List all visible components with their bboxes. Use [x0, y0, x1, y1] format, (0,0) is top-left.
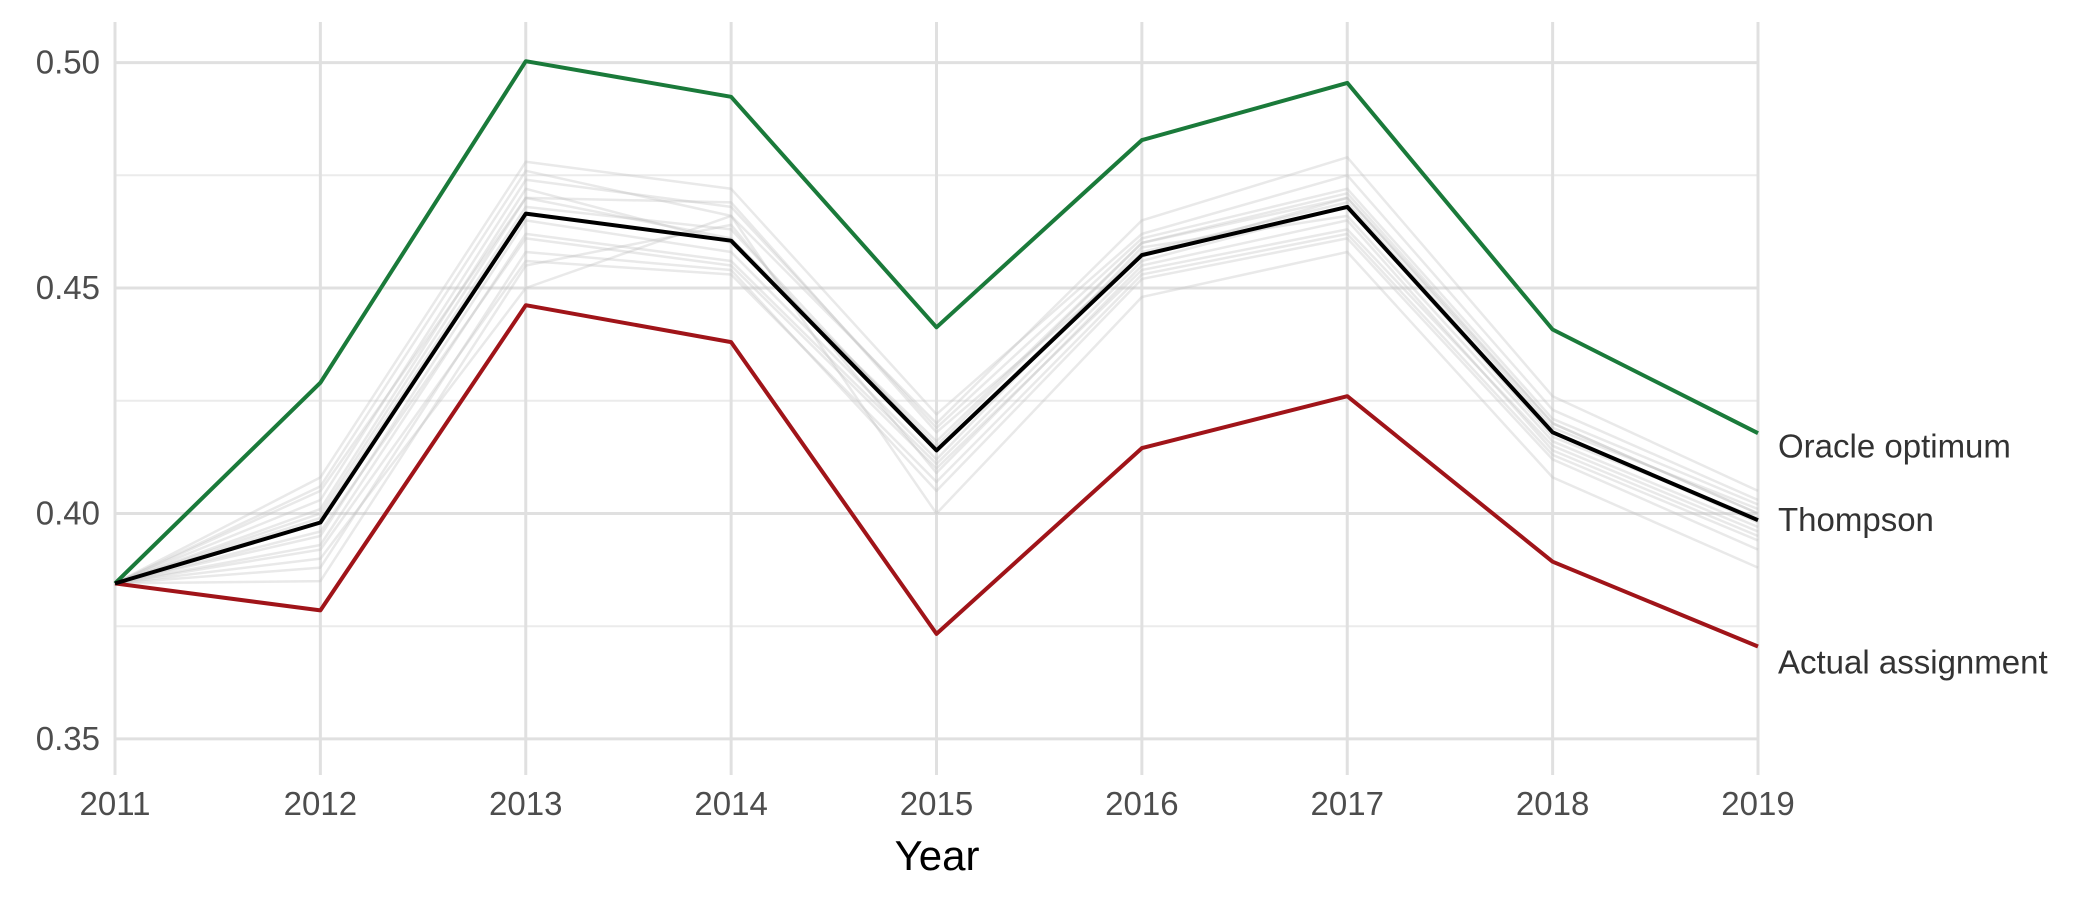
y-tick-label: 0.40	[36, 494, 100, 531]
series-labels: Oracle optimum Thompson Actual assignment	[1778, 428, 2048, 681]
x-axis-ticks: 2011 2012 2013 2014 2015 2016 2017 2018 2019	[80, 785, 1795, 822]
y-axis-ticks: 0.35 0.40 0.45 0.50	[36, 44, 100, 757]
y-tick-label: 0.50	[36, 44, 100, 81]
simulation-run-line	[114, 196, 1759, 585]
simulation-run-line	[114, 214, 1759, 585]
grid-lines	[113, 22, 1760, 775]
series-line-actual-assignment	[114, 303, 1759, 649]
simulation-run-line	[114, 205, 1759, 585]
simulation-run-line	[114, 237, 1759, 585]
simulation-run-line	[114, 160, 1759, 585]
series-line-thompson	[114, 204, 1759, 586]
x-tick-label: 2017	[1311, 785, 1384, 822]
simulation-run-line	[114, 187, 1759, 585]
simulation-run-line	[114, 219, 1759, 585]
series-label: Actual assignment	[1778, 643, 2048, 680]
simulation-run-line	[114, 214, 1759, 585]
x-tick-label: 2018	[1516, 785, 1589, 822]
simulation-run-line	[114, 228, 1759, 585]
x-tick-label: 2019	[1721, 785, 1794, 822]
simulation-runs	[114, 156, 1759, 585]
series-lines	[113, 59, 1759, 649]
series-label: Oracle optimum	[1778, 428, 2011, 465]
simulation-run-line	[114, 232, 1759, 585]
simulation-run-line	[114, 178, 1759, 585]
x-tick-label: 2012	[284, 785, 357, 822]
simulation-run-line	[114, 192, 1759, 585]
y-tick-label: 0.35	[36, 720, 100, 757]
x-tick-label: 2013	[489, 785, 562, 822]
x-tick-label: 2014	[694, 785, 767, 822]
x-tick-label: 2015	[900, 785, 973, 822]
x-axis-title: Year	[895, 832, 980, 879]
simulation-run-line	[114, 156, 1759, 585]
series-label: Thompson	[1778, 501, 1934, 538]
y-tick-label: 0.45	[36, 269, 100, 306]
x-tick-label: 2011	[80, 785, 151, 822]
series-line-oracle-optimum	[113, 59, 1759, 585]
x-tick-label: 2016	[1105, 785, 1178, 822]
